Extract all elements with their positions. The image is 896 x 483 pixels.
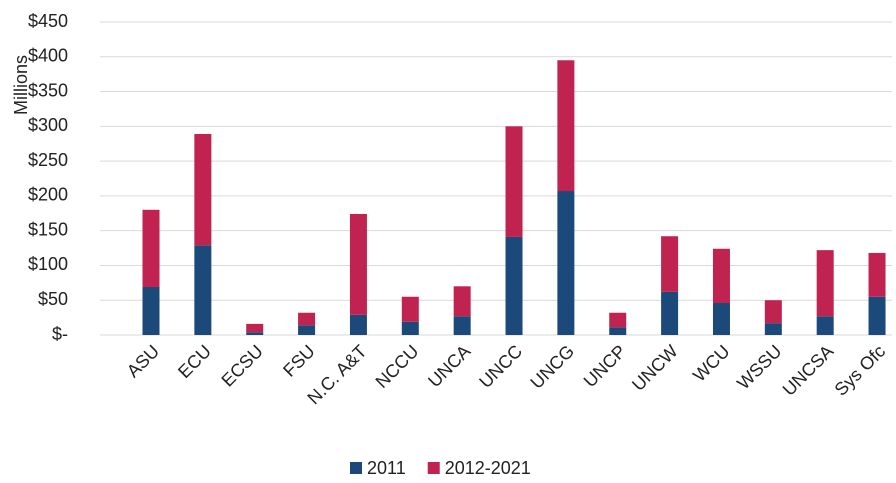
x-tick-label: ECSU [217,341,267,391]
x-tick-label: Sys Ofc [831,341,890,400]
bar-segment [557,60,575,192]
bar-segment [453,286,471,317]
bar-segment [764,300,782,324]
bar-segment [453,316,471,335]
bar-segment [298,312,316,326]
y-tick-label: $200 [28,185,68,205]
x-tick-label: UNCA [424,341,474,391]
bar-segment [712,248,730,304]
bar-segment [142,287,160,335]
y-tick-label: $50 [38,289,68,309]
bar-segment [816,250,834,317]
bar-segment [868,252,886,297]
bar-segment [194,133,212,246]
x-tick-label: UNCSA [779,341,838,400]
y-tick-label: $100 [28,254,68,274]
x-tick-label: UNCW [628,341,682,395]
x-tick-label: UNCP [580,341,630,391]
bar-segment [557,191,575,335]
bar-segment [505,126,523,237]
x-tick-label: UNCG [526,341,578,393]
bar-segment [661,291,679,335]
bar-segment [298,325,316,335]
bar-segment [349,314,367,335]
bar-segment [194,245,212,335]
legend-swatch [427,462,440,474]
y-tick-label: $- [52,324,68,344]
bar-segment [712,303,730,335]
y-tick-label: $150 [28,219,68,239]
bar-segment [609,312,627,328]
y-tick-label: $250 [28,150,68,170]
bar-segment [661,236,679,292]
bar-segment [609,327,627,335]
y-tick-label: $350 [28,80,68,100]
x-tick-label: ECU [174,341,215,382]
bar-segment [505,236,523,335]
legend-label: 2012-2021 [445,458,531,478]
bar-segment [868,296,886,335]
bar-segment [246,323,264,333]
y-tick-label: $400 [28,46,68,66]
x-tick-label: WCU [689,341,734,386]
legend-swatch [350,462,362,474]
bar-segment [401,296,419,322]
bar-segment [401,321,419,335]
bar-segment [764,323,782,335]
x-tick-label: ASU [123,341,163,381]
x-tick-label: UNCC [475,341,526,392]
y-axis-label: Millions [11,55,31,115]
bar-segment [816,316,834,335]
y-tick-label: $450 [28,11,68,31]
bar-segment [142,209,160,288]
y-tick-label: $300 [28,115,68,135]
bar-segment [349,213,367,315]
bar-segment [246,332,264,335]
x-tick-label: NCCU [372,341,423,392]
x-tick-label: FSU [279,341,319,381]
legend-label: 2011 [367,458,406,478]
